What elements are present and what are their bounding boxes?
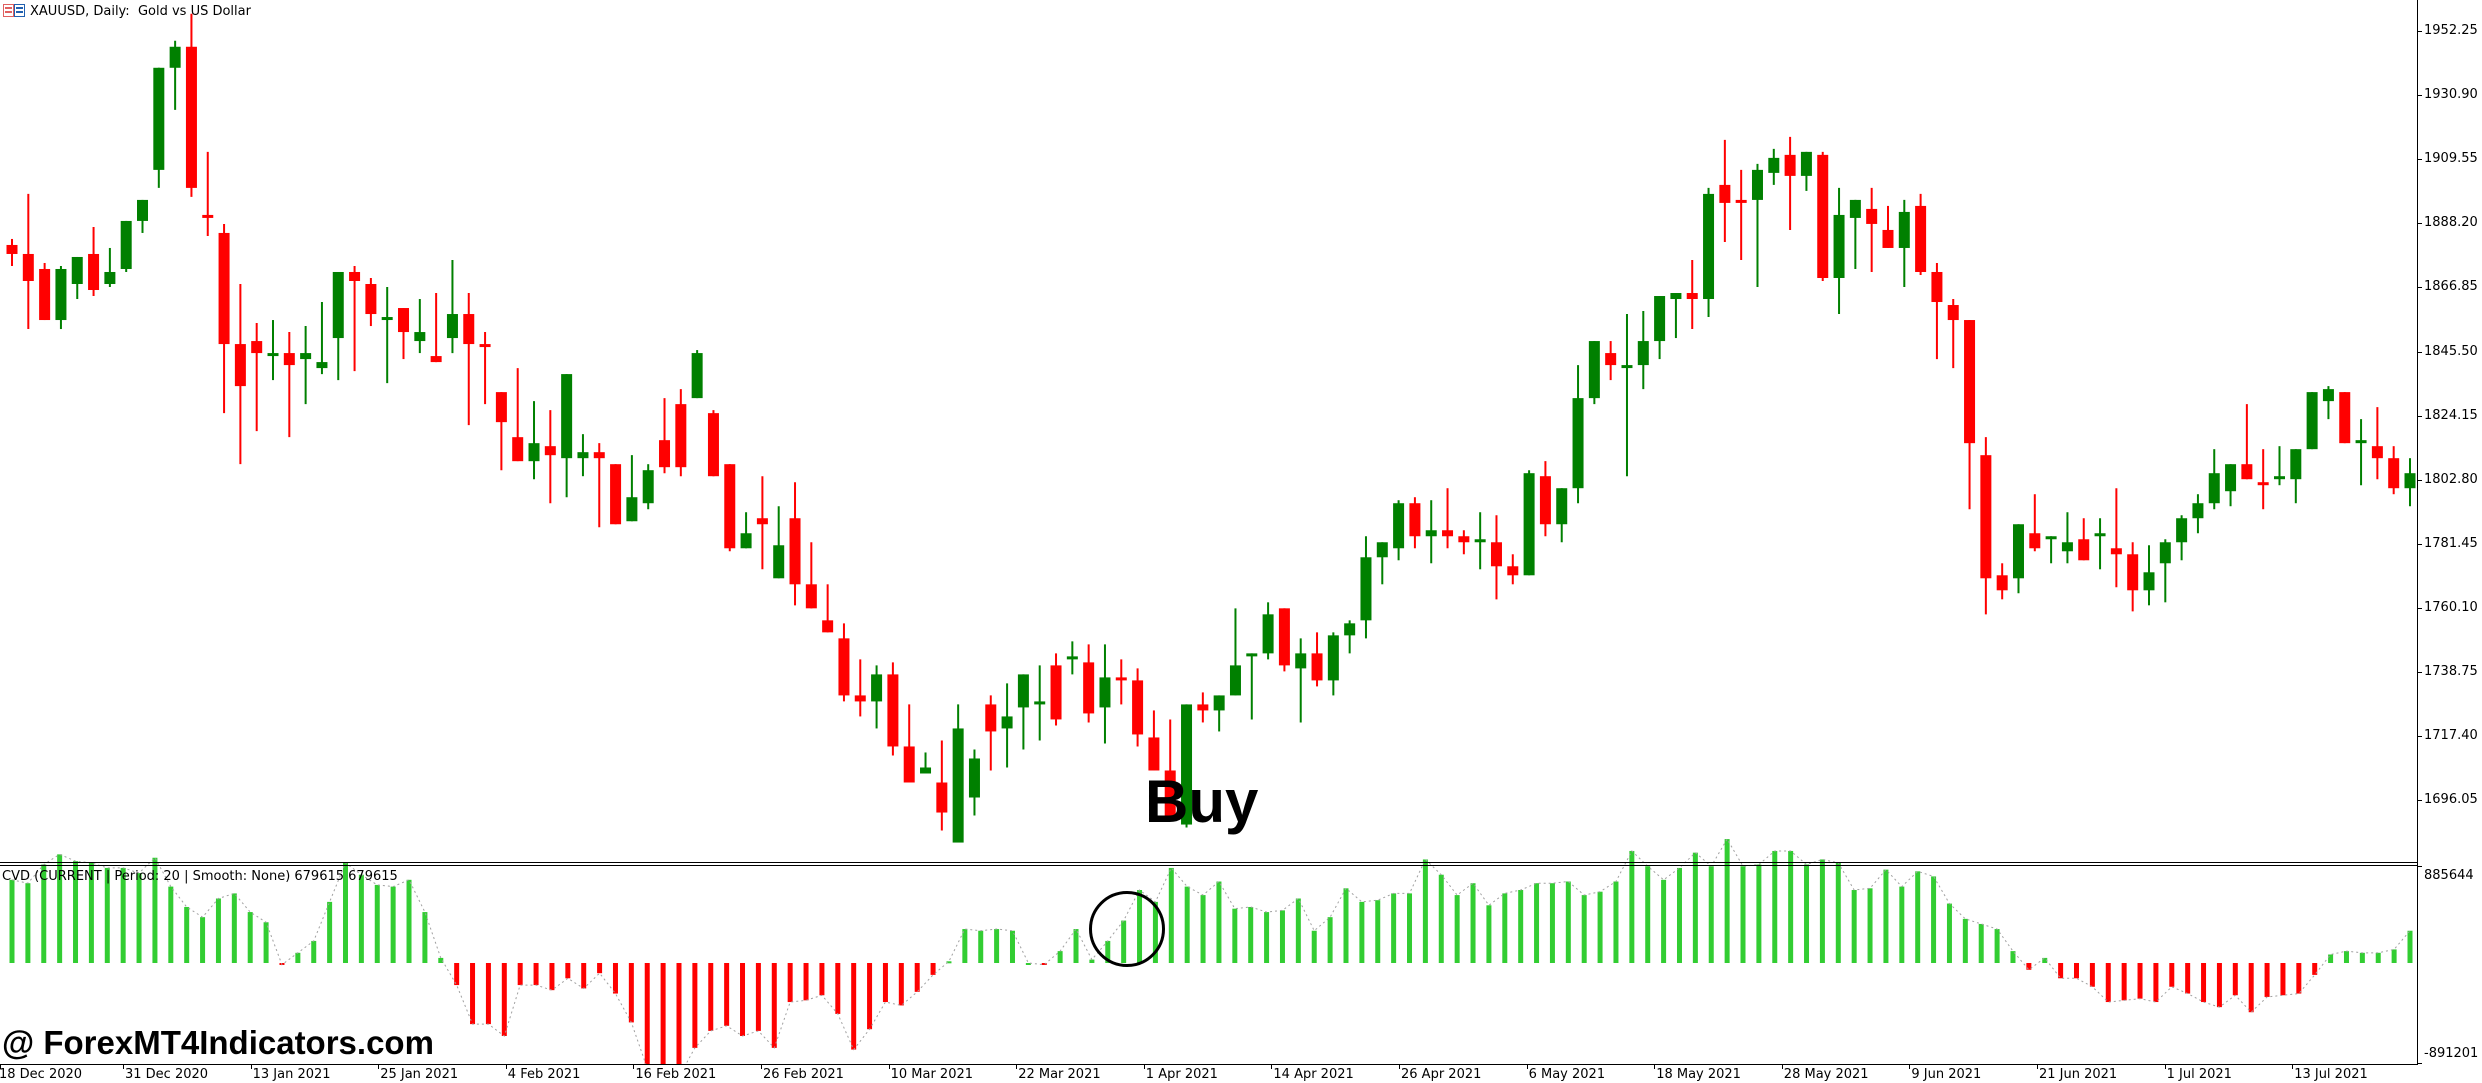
price-label: 1802.80 <box>2424 471 2478 487</box>
price-tick <box>2417 415 2422 417</box>
date-tick <box>1271 1064 1273 1069</box>
watermark: @ ForexMT4Indicators.com <box>2 1024 434 1061</box>
date-tick <box>0 1064 1 1069</box>
price-tick <box>2417 159 2422 161</box>
date-tick <box>505 1064 507 1069</box>
date-label: 13 Jul 2021 <box>2294 1067 2368 1082</box>
price-tick <box>2417 95 2422 97</box>
price-chart-panel[interactable] <box>0 0 2417 862</box>
price-label: 1696.05 <box>2424 792 2478 808</box>
price-tick <box>2417 287 2422 289</box>
price-tick <box>2417 223 2422 225</box>
time-axis-line <box>0 1064 2418 1065</box>
price-tick <box>2417 672 2422 673</box>
date-label: 28 May 2021 <box>1783 1067 1869 1082</box>
indicator-tick <box>2417 866 2422 867</box>
date-tick <box>123 1064 124 1069</box>
date-tick <box>1016 1064 1018 1069</box>
panel-separator-lower <box>0 865 2418 866</box>
date-label: 25 Jan 2021 <box>380 1067 459 1082</box>
buy-annotation: Buy <box>1145 768 1259 835</box>
date-label: 13 Jan 2021 <box>252 1067 331 1082</box>
price-tick <box>2417 607 2422 609</box>
date-label: 1 Apr 2021 <box>1145 1067 1218 1082</box>
date-label: 18 Dec 2020 <box>0 1067 83 1082</box>
chart-window-icon <box>3 4 25 17</box>
date-tick <box>378 1064 380 1069</box>
cvd-indicator-panel[interactable] <box>0 866 2417 1064</box>
price-tick <box>2417 800 2422 802</box>
date-label: 18 May 2021 <box>1656 1067 1741 1082</box>
date-tick <box>1526 1064 1528 1069</box>
indicator-scale-min: -891201 <box>2424 1046 2479 1061</box>
price-tick <box>2417 736 2422 738</box>
date-label: 4 Feb 2021 <box>507 1067 581 1082</box>
price-tick <box>2417 31 2422 32</box>
candlestick-series <box>6 13 2416 843</box>
chart-title: XAUUSD, Daily: Gold vs US Dollar <box>30 4 251 19</box>
date-label: 26 Apr 2021 <box>1401 1067 1482 1082</box>
price-label: 1738.75 <box>2424 664 2478 679</box>
date-tick <box>1143 1064 1145 1069</box>
price-label: 1952.25 <box>2424 23 2478 38</box>
price-label: 1909.55 <box>2424 151 2478 167</box>
price-label: 1845.50 <box>2424 343 2478 359</box>
date-tick <box>1909 1064 1911 1069</box>
date-label: 10 Mar 2021 <box>890 1067 974 1082</box>
date-label: 1 Jul 2021 <box>2166 1067 2232 1082</box>
panel-separator[interactable] <box>0 862 2418 863</box>
date-label: 16 Feb 2021 <box>635 1067 717 1082</box>
price-label: 1888.20 <box>2424 215 2478 231</box>
date-tick <box>2037 1064 2038 1069</box>
date-label: 26 Feb 2021 <box>763 1067 844 1082</box>
date-label: 9 Jun 2021 <box>1911 1067 1982 1082</box>
date-label: 6 May 2021 <box>1528 1067 1606 1082</box>
cvd-histogram <box>9 838 2413 1064</box>
indicator-tick <box>2417 1063 2422 1064</box>
price-label: 1824.15 <box>2424 407 2478 423</box>
date-tick <box>1781 1064 1783 1069</box>
date-label: 31 Dec 2020 <box>125 1067 209 1082</box>
date-tick <box>761 1064 762 1069</box>
date-tick <box>2292 1064 2294 1069</box>
price-label: 1930.90 <box>2424 87 2478 103</box>
price-axis-line <box>2417 0 2418 1065</box>
indicator-scale-max: 885644 <box>2424 868 2474 883</box>
price-tick <box>2417 351 2422 353</box>
indicator-title: CVD (CURRENT | Period: 20 | Smooth: None… <box>2 869 398 884</box>
date-tick <box>1654 1064 1656 1069</box>
signal-circle-annotation <box>1089 891 1165 967</box>
price-tick <box>2417 543 2422 545</box>
price-label: 1781.45 <box>2424 535 2478 551</box>
date-label: 14 Apr 2021 <box>1273 1067 1354 1082</box>
price-tick <box>2417 479 2422 481</box>
date-tick <box>888 1064 890 1069</box>
date-tick <box>250 1064 252 1069</box>
price-label: 1866.85 <box>2424 279 2478 295</box>
date-tick <box>2164 1064 2166 1069</box>
price-label: 1760.10 <box>2424 599 2478 615</box>
date-tick <box>633 1064 635 1069</box>
price-label: 1717.40 <box>2424 728 2478 744</box>
date-label: 22 Mar 2021 <box>1018 1067 1101 1082</box>
date-label: 21 Jun 2021 <box>2039 1067 2118 1082</box>
date-tick <box>1399 1064 1400 1069</box>
